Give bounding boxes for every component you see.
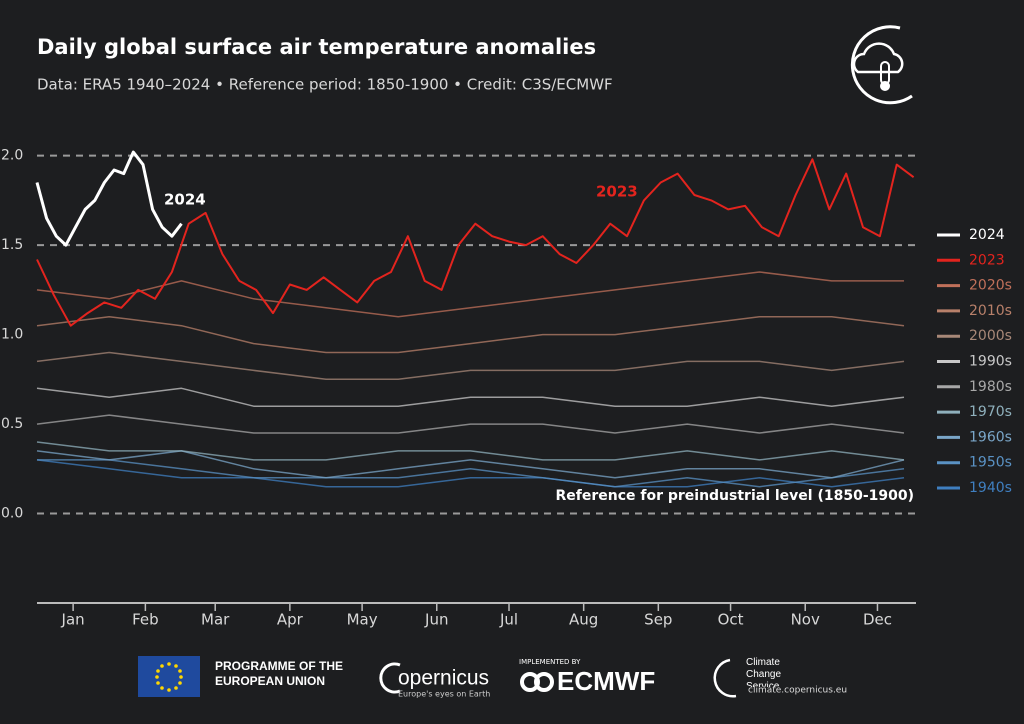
x-tick-label: Jan (61, 611, 85, 629)
series-line (36, 387, 905, 407)
y-tick-label: 1.5 (1, 237, 23, 253)
series-line (36, 441, 905, 461)
legend-label: 2024 (969, 227, 1005, 243)
footer: PROGRAMME OF THE EUROPEAN UNION opernicu… (138, 656, 847, 699)
y-tick-label: 1.0 (1, 327, 23, 343)
legend-label: 2010s (969, 303, 1012, 319)
y-tick-label: 2.0 (1, 148, 23, 164)
legend-label: 1990s (969, 354, 1012, 370)
series-line (36, 271, 904, 318)
x-tick-label: Apr (277, 611, 304, 629)
legend-label: 2000s (969, 328, 1012, 344)
x-tick-label: Sep (644, 611, 672, 629)
series-line (36, 414, 905, 434)
chart-title: Daily global surface air temperature ano… (37, 35, 596, 59)
legend-label: 1970s (969, 404, 1012, 420)
series-line (36, 351, 905, 381)
legend-label: 1960s (969, 429, 1012, 445)
c3s-logo (713, 658, 737, 698)
series-line (36, 315, 905, 354)
logo (850, 25, 913, 105)
annotation: 2023 (596, 183, 638, 201)
eu-text: PROGRAMME OF THE EUROPEAN UNION (215, 659, 343, 688)
x-tick-label: Mar (201, 611, 230, 629)
x-tick-label: Aug (569, 611, 598, 629)
chart-subtitle: Data: ERA5 1940–2024 • Reference period:… (37, 76, 613, 94)
ecmwf-logo: ECMWF (557, 666, 655, 696)
annotation: Reference for preindustrial level (1850-… (555, 488, 914, 504)
legend-label: 2020s (969, 278, 1012, 294)
annotation: 2024 (164, 191, 206, 209)
series-line (35, 150, 183, 247)
eu-text-box: PROGRAMME OF THE EUROPEAN UNION (215, 659, 343, 688)
legend-label: 1950s (969, 455, 1012, 471)
copernicus-logo: opernicus (398, 667, 489, 690)
x-tick-label: May (347, 611, 378, 629)
y-tick-label: 0.0 (1, 506, 23, 522)
x-tick-label: Dec (863, 611, 892, 629)
copernicus-c (379, 662, 401, 694)
legend-label: 1940s (969, 480, 1012, 496)
c3s-url: climate.copernicus.eu (748, 686, 847, 696)
eu-stars (155, 662, 183, 692)
implemented-by: IMPLEMENTED BY (519, 658, 581, 666)
x-tick-label: Oct (718, 611, 744, 629)
series-line (36, 158, 915, 327)
legend-label: 1980s (969, 379, 1012, 395)
c3s-text-box: Climate Change Service (746, 657, 782, 687)
y-tick-label: 0.5 (1, 416, 23, 432)
x-tick-label: Feb (132, 611, 159, 629)
x-tick-label: Jul (499, 611, 518, 629)
plot-area: 0.0 0.5 1.0 1.5 2.0 Jan Feb Mar Apr May Jun Jul Aug S… (1, 148, 1012, 629)
copernicus-tagline: Europe's eyes on Earth (398, 690, 490, 699)
series-line (36, 459, 905, 488)
legend-label: 2023 (969, 252, 1005, 268)
ecmwf-mark (520, 672, 554, 692)
x-tick-label: Nov (791, 611, 820, 629)
series-line (37, 459, 905, 488)
x-tick-label: Jun (424, 611, 448, 629)
c3s-text: Climate Change Service (746, 657, 782, 687)
